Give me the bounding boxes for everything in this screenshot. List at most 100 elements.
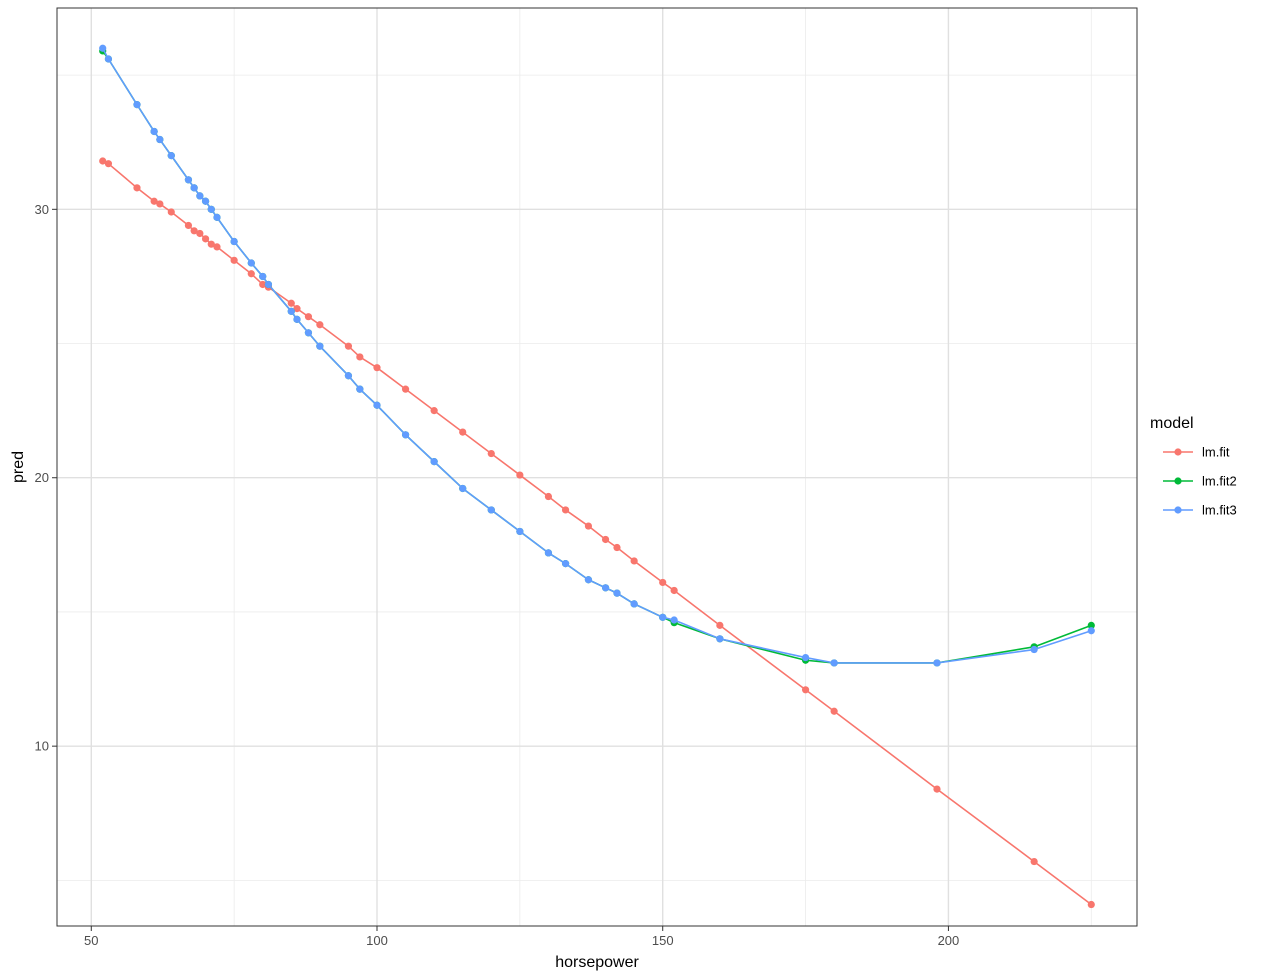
data-point bbox=[356, 385, 364, 393]
data-point bbox=[230, 237, 238, 246]
data-point bbox=[801, 653, 810, 662]
y-tick-label: 30 bbox=[35, 202, 49, 217]
data-point bbox=[373, 401, 381, 409]
data-point bbox=[133, 101, 141, 109]
x-tick-label: 100 bbox=[366, 933, 388, 948]
data-point bbox=[207, 240, 215, 248]
data-point bbox=[184, 176, 193, 184]
data-point bbox=[213, 213, 221, 221]
data-point bbox=[356, 353, 364, 361]
data-point bbox=[601, 584, 610, 592]
data-point bbox=[304, 313, 313, 321]
data-point bbox=[316, 321, 324, 329]
data-point bbox=[584, 576, 593, 584]
major-gridlines bbox=[57, 8, 1137, 926]
data-point bbox=[150, 197, 158, 205]
x-axis-title: horsepower bbox=[555, 954, 639, 971]
legend-item: lm.fit bbox=[1163, 445, 1230, 460]
y-tick-label: 10 bbox=[35, 739, 49, 754]
legend: model lm.fit lm.fit2 lm.fit3 bbox=[1150, 415, 1237, 518]
data-point bbox=[670, 586, 678, 595]
data-point bbox=[201, 197, 210, 205]
data-point bbox=[293, 315, 301, 323]
data-point bbox=[1030, 645, 1038, 654]
data-point bbox=[167, 152, 175, 160]
data-point bbox=[156, 200, 164, 208]
data-point bbox=[247, 270, 255, 278]
data-point bbox=[247, 259, 255, 267]
data-point bbox=[287, 299, 295, 307]
data-point bbox=[830, 707, 838, 715]
data-point bbox=[659, 613, 667, 621]
data-point bbox=[344, 372, 353, 380]
x-tick-label: 200 bbox=[938, 933, 960, 948]
data-point bbox=[344, 342, 353, 350]
data-point bbox=[1030, 857, 1038, 866]
data-point bbox=[190, 227, 198, 235]
data-point bbox=[561, 506, 570, 514]
data-point bbox=[133, 184, 141, 192]
data-point bbox=[933, 785, 941, 793]
data-point bbox=[613, 589, 621, 597]
data-point bbox=[716, 635, 724, 643]
data-point bbox=[167, 208, 175, 216]
data-point bbox=[196, 192, 204, 200]
data-point bbox=[613, 543, 621, 552]
data-point bbox=[293, 305, 301, 313]
x-tick-label: 150 bbox=[652, 933, 674, 948]
data-point bbox=[230, 256, 238, 264]
data-point bbox=[207, 205, 215, 213]
data-point bbox=[104, 55, 113, 63]
legend-label: lm.fit3 bbox=[1202, 503, 1237, 518]
minor-gridlines bbox=[57, 8, 1137, 926]
data-point bbox=[670, 616, 678, 624]
data-point bbox=[184, 221, 193, 230]
data-point bbox=[430, 458, 438, 466]
data-point bbox=[1087, 621, 1095, 629]
data-point bbox=[201, 235, 210, 243]
data-point bbox=[487, 506, 495, 514]
data-point bbox=[259, 280, 267, 289]
data-point bbox=[287, 307, 295, 315]
legend-title: model bbox=[1150, 415, 1194, 432]
data-point bbox=[150, 127, 158, 136]
data-point bbox=[716, 621, 724, 629]
data-point bbox=[104, 160, 113, 168]
panel-border bbox=[56, 7, 1138, 927]
data-point bbox=[487, 449, 495, 458]
series-lm-fit3 bbox=[99, 44, 1095, 667]
data-point bbox=[544, 492, 553, 501]
data-point bbox=[516, 471, 524, 479]
legend-item: lm.fit3 bbox=[1163, 503, 1237, 518]
y-tick-label: 20 bbox=[35, 470, 49, 485]
data-point bbox=[659, 578, 667, 587]
data-point bbox=[459, 428, 467, 436]
data-point bbox=[196, 229, 204, 238]
legend-key-point bbox=[1174, 477, 1182, 485]
data-point bbox=[933, 659, 941, 667]
data-point bbox=[630, 557, 638, 565]
data-point bbox=[630, 600, 638, 608]
data-point bbox=[401, 385, 410, 393]
data-point bbox=[459, 484, 467, 493]
data-point bbox=[316, 342, 324, 350]
data-point bbox=[1087, 627, 1095, 635]
legend-item: lm.fit2 bbox=[1163, 474, 1237, 489]
series-lm-fit bbox=[99, 157, 1095, 909]
data-point bbox=[801, 686, 810, 694]
data-point bbox=[190, 184, 198, 192]
data-point bbox=[156, 135, 164, 144]
data-point bbox=[561, 560, 570, 568]
data-point bbox=[304, 329, 313, 337]
y-axis-title: pred bbox=[10, 451, 27, 483]
data-point bbox=[259, 272, 267, 281]
series-layer bbox=[99, 44, 1095, 909]
data-point bbox=[373, 364, 381, 372]
data-point bbox=[213, 243, 221, 251]
data-point bbox=[584, 522, 593, 530]
data-point bbox=[601, 535, 610, 544]
legend-label: lm.fit bbox=[1202, 445, 1230, 460]
legend-key-point bbox=[1174, 506, 1182, 514]
